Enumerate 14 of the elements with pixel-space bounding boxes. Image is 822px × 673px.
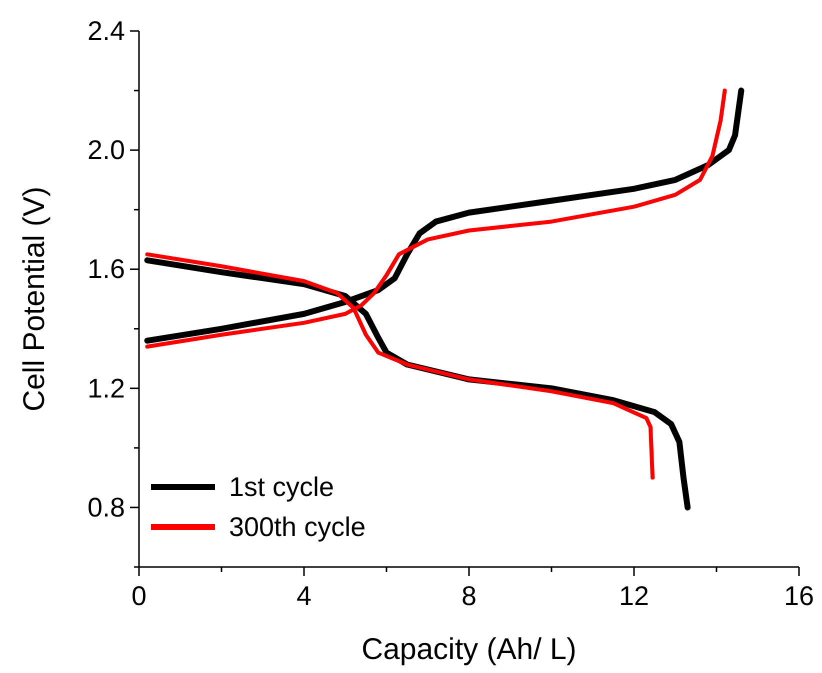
y-tick-label: 1.6: [87, 254, 125, 284]
x-axis-title: Capacity (Ah/ L): [361, 633, 577, 666]
x-tick-label: 8: [461, 581, 477, 611]
x-tick-label: 4: [296, 581, 312, 611]
y-tick-label: 2.0: [87, 135, 125, 166]
y-tick-label: 0.8: [87, 492, 125, 522]
x-tick-label: 12: [618, 581, 650, 611]
legend-label: 1st cycle: [229, 472, 334, 502]
legend-label: 300th cycle: [229, 512, 366, 542]
x-tick-label: 16: [784, 581, 814, 611]
y-axis-title: Cell Potential (V): [18, 186, 51, 412]
y-tick-label: 2.4: [87, 16, 125, 46]
x-tick-label: 0: [131, 581, 147, 611]
y-tick-label: 1.2: [87, 373, 125, 404]
